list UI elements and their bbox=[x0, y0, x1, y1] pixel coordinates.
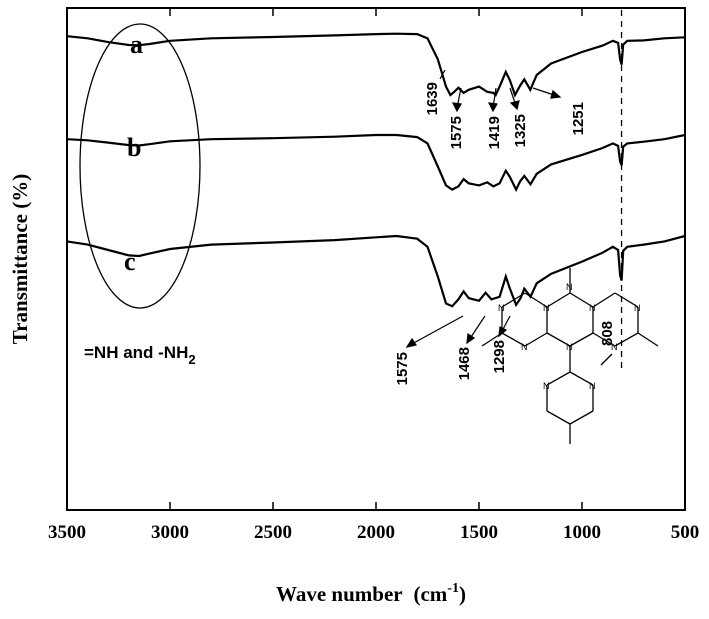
svg-text:N: N bbox=[634, 303, 641, 313]
x-axis-title: Wave number (cm-1) bbox=[276, 581, 466, 606]
top-peak-annotations bbox=[439, 69, 562, 113]
x-tick-label: 2500 bbox=[254, 522, 292, 543]
svg-text:N: N bbox=[589, 381, 596, 391]
svg-text:N: N bbox=[521, 342, 528, 352]
series-line-b bbox=[66, 133, 686, 193]
heptazine-atoms: N N N N N N N N N N bbox=[498, 282, 641, 391]
y-axis-title: Transmittance (%) bbox=[8, 174, 32, 345]
x-tick-label: 1500 bbox=[460, 522, 498, 543]
svg-text:N: N bbox=[566, 282, 573, 292]
svg-text:N: N bbox=[498, 303, 505, 313]
svg-text:N: N bbox=[566, 342, 573, 352]
series-line-c bbox=[66, 234, 686, 308]
x-tick-label: 500 bbox=[671, 522, 700, 543]
svg-text:N: N bbox=[589, 303, 596, 313]
x-ticks: 3500 3000 2500 2000 1500 1000 500 bbox=[48, 8, 699, 543]
peak-label-1575-top: 1575 bbox=[448, 116, 465, 149]
peak-label-1468: 1468 bbox=[456, 347, 473, 380]
curve-label-c: c bbox=[124, 247, 136, 276]
nh-group-label-main: =NH and -NH bbox=[84, 343, 188, 362]
peak-label-1639: 1639 bbox=[424, 82, 441, 115]
svg-text:N: N bbox=[543, 303, 550, 313]
label-808-leader bbox=[600, 353, 613, 366]
svg-text:N: N bbox=[611, 342, 618, 352]
x-axis-title-close: ) bbox=[459, 582, 466, 606]
x-tick-label: 3500 bbox=[48, 522, 86, 543]
peak-label-1298: 1298 bbox=[491, 340, 508, 373]
x-tick-label: 2000 bbox=[357, 522, 395, 543]
x-axis-title-sup: -1 bbox=[447, 581, 459, 596]
curve-label-b: b bbox=[127, 133, 141, 162]
peak-label-1419: 1419 bbox=[486, 116, 503, 149]
x-axis-title-main: Wave number bbox=[276, 582, 402, 606]
curve-label-a: a bbox=[130, 30, 143, 59]
peak-label-1575-bottom: 1575 bbox=[394, 352, 411, 385]
nh-region-ellipse bbox=[79, 23, 201, 309]
peak-label-1325: 1325 bbox=[512, 114, 529, 147]
series-line-a bbox=[66, 32, 686, 98]
plot-frame bbox=[66, 7, 686, 511]
peak-label-1251: 1251 bbox=[570, 102, 587, 135]
nh-group-label: =NH and -NH2 bbox=[84, 343, 196, 367]
x-tick-label: 3000 bbox=[151, 522, 189, 543]
heptazine-structure bbox=[481, 268, 659, 444]
x-axis-title-unit: (cm bbox=[413, 582, 447, 606]
svg-text:N: N bbox=[543, 381, 550, 391]
nh-group-label-sub: 2 bbox=[188, 352, 195, 367]
x-tick-label: 1000 bbox=[563, 522, 601, 543]
